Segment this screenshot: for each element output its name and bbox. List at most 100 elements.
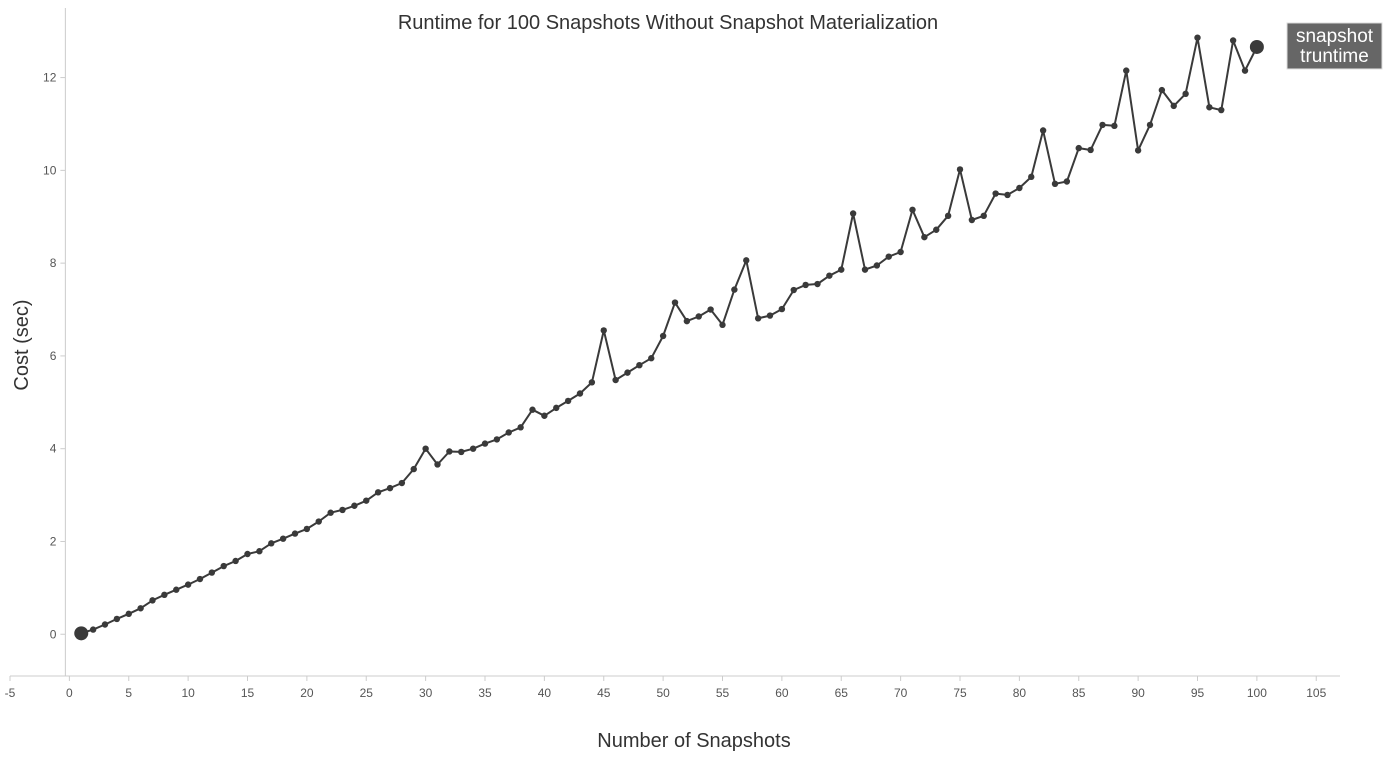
- x-axis-title: Number of Snapshots: [597, 730, 790, 752]
- data-point: [968, 216, 976, 224]
- data-point: [208, 569, 216, 576]
- x-tick-label: -5: [5, 686, 16, 700]
- y-axis: 0 2 4 6 8 10 12: [43, 8, 66, 676]
- data-point: [1206, 104, 1213, 111]
- data-point: [339, 506, 346, 514]
- data-point: [1028, 173, 1035, 181]
- x-tick-label: 35: [478, 686, 492, 700]
- data-point: [1075, 144, 1082, 152]
- data-point: [980, 212, 987, 220]
- data-point: [944, 212, 952, 220]
- data-point: [1039, 127, 1047, 134]
- data-point: [1111, 122, 1118, 130]
- x-tick-label: 65: [835, 686, 849, 700]
- data-point: [838, 266, 845, 273]
- data-point: [790, 286, 797, 294]
- data-point: [766, 312, 774, 319]
- x-tick-label: 20: [300, 686, 314, 700]
- data-point: [303, 525, 311, 533]
- data-point: [885, 253, 892, 260]
- data-point: [873, 262, 881, 269]
- data-point: [398, 479, 406, 487]
- x-tick-label: 0: [66, 686, 73, 700]
- data-point: [921, 233, 928, 241]
- x-tick-label: 10: [181, 686, 195, 700]
- data-point: [244, 550, 251, 558]
- data-point: [1146, 121, 1154, 129]
- data-point: [469, 445, 477, 452]
- x-tick-label: 30: [419, 686, 433, 700]
- x-tick-label: 15: [241, 686, 255, 700]
- y-tick-label: 8: [50, 256, 57, 270]
- data-point: [315, 518, 322, 525]
- data-point: [446, 448, 453, 455]
- end-label: snapshot truntime: [1286, 22, 1383, 70]
- data-point: [422, 445, 429, 452]
- series-line: [81, 36, 1258, 635]
- data-point: [612, 376, 619, 384]
- data-point: [481, 440, 489, 447]
- series-runtime: [74, 34, 1264, 641]
- data-point: [778, 305, 786, 313]
- data-point: [814, 280, 821, 288]
- y-axis-title: Cost (sec): [11, 299, 33, 390]
- data-point: [220, 562, 227, 570]
- chart-title: Runtime for 100 Snapshots Without Snapsh…: [398, 12, 938, 34]
- x-tick-label: 70: [894, 686, 908, 700]
- data-point: [1063, 178, 1071, 185]
- data-point: [173, 586, 180, 593]
- data-point: [897, 248, 904, 256]
- data-point: [576, 390, 584, 397]
- data-point: [232, 557, 239, 565]
- data-point: [719, 321, 726, 329]
- data-point: [137, 605, 144, 612]
- data-point: [1004, 191, 1011, 199]
- data-point: [707, 306, 714, 313]
- data-point: [268, 540, 275, 547]
- data-point: [1087, 146, 1094, 154]
- data-point: [1170, 102, 1177, 110]
- data-point: [434, 461, 441, 468]
- x-tick-label: 60: [775, 686, 789, 700]
- end-label-line-2: truntime: [1300, 46, 1369, 67]
- data-point: [149, 597, 156, 604]
- x-tick-label: 105: [1306, 686, 1326, 700]
- end-label-line-1: snapshot: [1296, 26, 1374, 47]
- data-point: [493, 436, 501, 443]
- data-point: [1123, 67, 1130, 74]
- data-point: [517, 424, 524, 431]
- data-point: [89, 626, 97, 633]
- data-point: [861, 266, 869, 273]
- data-point: [101, 621, 109, 628]
- data-point: [1241, 67, 1249, 74]
- end-label-box: [1286, 22, 1383, 70]
- data-point: [956, 166, 964, 173]
- data-point: [196, 575, 204, 583]
- data-point: [279, 535, 287, 542]
- data-point: [458, 448, 465, 456]
- y-tick-label: 6: [50, 349, 57, 363]
- data-point: [327, 509, 334, 516]
- data-point: [992, 190, 999, 197]
- y-tick-label: 12: [43, 71, 57, 85]
- y-tick-label: 4: [50, 442, 57, 456]
- data-point: [743, 257, 750, 264]
- data-point: [648, 355, 655, 362]
- y-tick-label: 10: [43, 163, 57, 177]
- data-point: [826, 272, 833, 279]
- data-point: [363, 497, 370, 504]
- data-point: [553, 404, 560, 412]
- data-point: [754, 315, 762, 322]
- data-point: [1051, 180, 1059, 188]
- data-point: [933, 226, 940, 233]
- x-axis: -5 0 5 10 15 20 25 30 35 40 45 50 55 60 65 70 75 80 85 90 95…: [5, 675, 1340, 700]
- data-point: [909, 206, 916, 213]
- data-point: [1194, 34, 1201, 41]
- data-point: [113, 615, 121, 623]
- y-tick-label: 0: [50, 627, 57, 641]
- x-tick-label: 95: [1191, 686, 1205, 700]
- data-point: [564, 397, 572, 405]
- data-point: [731, 286, 738, 293]
- data-point: [125, 610, 132, 618]
- endpoint-marker: [74, 626, 89, 641]
